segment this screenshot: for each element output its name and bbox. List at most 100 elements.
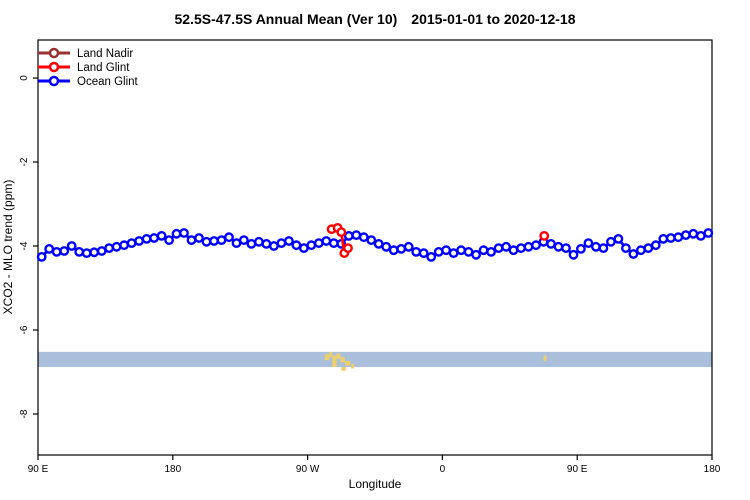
data-point (613, 233, 624, 244)
map-land-patch (345, 360, 351, 366)
legend-label-ocean-glint: Ocean Glint (77, 76, 139, 88)
data-point (650, 240, 661, 251)
data-point (598, 243, 609, 254)
data-point (283, 236, 294, 246)
data-point (171, 228, 182, 239)
data-point (336, 227, 347, 238)
data-point (291, 240, 302, 251)
ocean-glint-marker-icon (48, 75, 60, 87)
data-point (426, 251, 437, 262)
data-point (373, 238, 384, 249)
data-point (343, 230, 354, 241)
data-point (164, 235, 175, 246)
data-point (268, 241, 279, 251)
map-land-patch (336, 353, 341, 359)
legend: Land Nadir Land Glint Ocean Glint (38, 47, 139, 88)
data-point (51, 246, 62, 257)
data-point (313, 238, 324, 249)
data-point (81, 248, 92, 259)
x-axis-title: Longitude (349, 477, 402, 491)
data-point (658, 233, 669, 244)
data-point (134, 236, 145, 246)
data-point (156, 230, 167, 241)
y-tick-label: -8 (19, 409, 30, 418)
data-point (418, 248, 429, 259)
data-point (328, 238, 339, 249)
data-point (246, 238, 257, 249)
data-point (126, 238, 137, 249)
data-point (471, 249, 481, 260)
data-point (665, 233, 676, 243)
map-land-patch (351, 363, 355, 369)
data-point (478, 245, 489, 256)
data-point (141, 233, 152, 244)
data-point (149, 233, 160, 243)
data-point (523, 241, 534, 252)
map-land-patch (340, 357, 346, 363)
data-point (591, 241, 601, 252)
data-point (381, 241, 392, 252)
data-point (194, 233, 204, 243)
data-point (606, 236, 616, 247)
data-point (201, 236, 212, 247)
data-point (351, 230, 362, 241)
map-land-patch (324, 354, 330, 361)
data-point (486, 246, 496, 257)
data-point (36, 251, 47, 262)
data-point (680, 230, 691, 241)
data-point (456, 245, 466, 256)
land-nadir-marker-icon (48, 47, 60, 59)
data-point (695, 230, 706, 241)
y-axis-title: XCO2 - MLO trend (ppm) (1, 180, 15, 315)
data-point (553, 241, 564, 252)
data-point (343, 243, 353, 254)
legend-label-land-nadir: Land Nadir (77, 48, 133, 60)
x-tick-label: 180 (704, 464, 721, 475)
page-title: 52.5S-47.5S Annual Mean (Ver 10) 2015-01-… (174, 11, 575, 27)
data-point (546, 238, 556, 249)
data-point (448, 248, 459, 259)
title-range: 52.5S-47.5S Annual Mean (Ver 10) (174, 11, 397, 27)
data-point (209, 236, 219, 246)
data-point (238, 235, 249, 246)
data-point (74, 246, 85, 257)
map-land-patch (329, 351, 333, 358)
legend-item-land-glint: Land Glint (38, 61, 130, 74)
data-point (539, 230, 550, 241)
data-point (493, 243, 504, 254)
plot-border (37, 39, 713, 456)
data-point (703, 228, 714, 238)
legend-item-land-nadir: Land Nadir (38, 47, 133, 60)
data-point (396, 243, 407, 254)
data-point (628, 249, 639, 259)
land-glint-marker-icon (48, 61, 60, 73)
data-point (673, 232, 684, 243)
data-point (44, 243, 55, 254)
legend-item-ocean-glint: Ocean Glint (38, 75, 139, 88)
data-point (111, 241, 122, 252)
data-point (179, 228, 189, 238)
data-point (643, 243, 654, 254)
data-point (411, 246, 422, 257)
y-tick-label: -6 (19, 325, 30, 334)
data-point (388, 245, 399, 256)
x-tick-label: 90 W (296, 464, 320, 475)
data-point (216, 235, 227, 246)
data-point (441, 245, 451, 256)
data-point (66, 241, 77, 251)
y-tick-label: -4 (19, 241, 30, 250)
data-point (358, 232, 369, 243)
x-tick-label: 0 (440, 464, 446, 475)
data-point (261, 238, 272, 249)
data-point (583, 238, 594, 249)
map-land-patch (332, 355, 337, 367)
data-point (403, 241, 414, 252)
y-tick-label: 0 (19, 75, 30, 81)
data-point (561, 243, 571, 254)
data-point (576, 243, 586, 254)
x-tick-label: 90 E (28, 464, 49, 475)
map-ocean-band (38, 351, 712, 367)
data-point (508, 245, 519, 256)
